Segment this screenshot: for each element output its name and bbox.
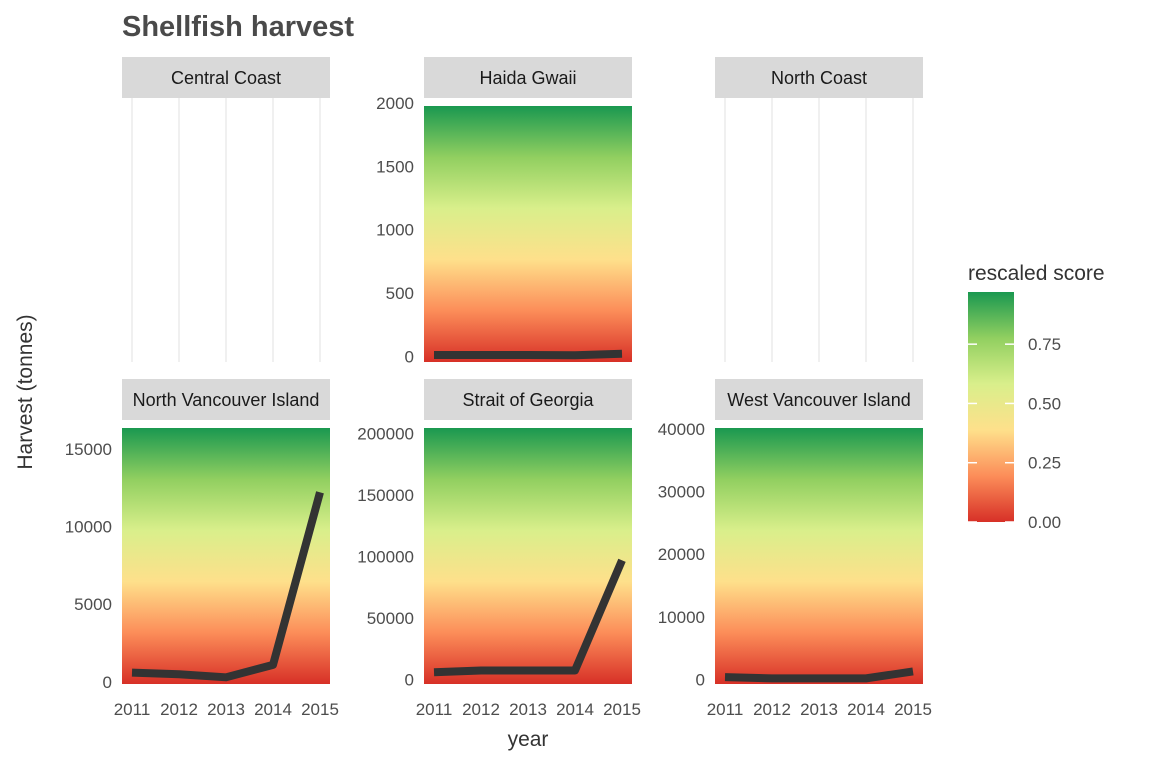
x-axis-title: year (508, 728, 549, 751)
facet-panels: Central Coast Haida Gwaii 0 500 1000 1500 2000… (65, 57, 932, 719)
y-tick-label: 40000 (658, 420, 705, 439)
y-tick-label: 50000 (367, 609, 414, 628)
legend-tick-label: 0.00 (1028, 513, 1061, 532)
x-tick-label: 2013 (800, 700, 838, 719)
y-tick-label: 5000 (74, 595, 112, 614)
colorbar (968, 292, 1014, 522)
y-tick-label: 0 (405, 671, 414, 690)
score-gradient-background (715, 428, 923, 684)
y-tick-label: 30000 (658, 482, 705, 501)
score-gradient-background (122, 428, 330, 684)
legend-tick-label: 0.75 (1028, 335, 1061, 354)
y-tick-label: 1500 (376, 157, 414, 176)
legend-tick-label: 0.50 (1028, 394, 1061, 413)
y-axis-title: Harvest (tonnes) (14, 314, 37, 469)
strip-north-coast (715, 57, 923, 98)
score-gradient-background (424, 106, 632, 362)
y-tick-label: 0 (405, 347, 414, 366)
strip-north-vancouver-island (122, 379, 330, 420)
legend: rescaled score 0.00 0.25 0.50 0.75 (968, 262, 1105, 532)
y-tick-label: 10000 (658, 608, 705, 627)
legend-title: rescaled score (968, 262, 1105, 285)
panel-west-vancouver-island: West Vancouver Island 0 10000 20000 30000 400… (658, 379, 932, 719)
panel-central-coast: Central Coast (122, 57, 330, 362)
strip-label: Central Coast (171, 68, 281, 88)
y-tick-label: 0 (696, 671, 705, 690)
x-tick-label: 2011 (707, 700, 744, 719)
y-tick-label: 200000 (357, 425, 414, 444)
x-tick-label: 2011 (416, 700, 453, 719)
x-tick-label: 2015 (301, 700, 339, 719)
strip-haida-gwaii (424, 57, 632, 98)
legend-tick-label: 0.25 (1028, 454, 1061, 473)
y-tick-label: 0 (103, 673, 112, 692)
x-tick-label: 2013 (509, 700, 547, 719)
x-tick-label: 2015 (894, 700, 932, 719)
y-tick-label: 15000 (65, 440, 112, 459)
strip-label: Strait of Georgia (462, 390, 594, 410)
panel-north-vancouver-island: North Vancouver Island 0 5000 10000 15000 201… (65, 379, 339, 719)
strip-label: North Vancouver Island (133, 390, 320, 410)
strip-central-coast (122, 57, 330, 98)
strip-strait-of-georgia (424, 379, 632, 420)
y-tick-label: 500 (386, 284, 414, 303)
x-tick-label: 2012 (160, 700, 198, 719)
x-tick-label: 2014 (847, 700, 885, 719)
panel-strait-of-georgia: Strait of Georgia 0 50000 100000 150000 20000… (357, 379, 641, 719)
x-tick-label: 2012 (753, 700, 791, 719)
x-tick-label: 2011 (114, 700, 151, 719)
x-tick-label: 2014 (556, 700, 594, 719)
strip-label: North Coast (771, 68, 867, 88)
y-tick-label: 150000 (357, 486, 414, 505)
strip-label: Haida Gwaii (479, 68, 576, 88)
score-gradient-background (424, 428, 632, 684)
panel-haida-gwaii: Haida Gwaii 0 500 1000 1500 2000 (376, 57, 632, 366)
chart-title: Shellfish harvest (122, 11, 354, 43)
x-tick-label: 2012 (462, 700, 500, 719)
panel-north-coast: North Coast (715, 57, 923, 362)
strip-label: West Vancouver Island (727, 390, 910, 410)
y-tick-label: 20000 (658, 545, 705, 564)
x-tick-label: 2013 (207, 700, 245, 719)
x-tick-label: 2014 (254, 700, 292, 719)
y-tick-label: 10000 (65, 518, 112, 537)
x-tick-label: 2015 (603, 700, 641, 719)
y-tick-label: 2000 (376, 94, 414, 113)
y-tick-label: 100000 (357, 548, 414, 567)
strip-west-vancouver-island (715, 379, 923, 420)
y-tick-label: 1000 (376, 221, 414, 240)
